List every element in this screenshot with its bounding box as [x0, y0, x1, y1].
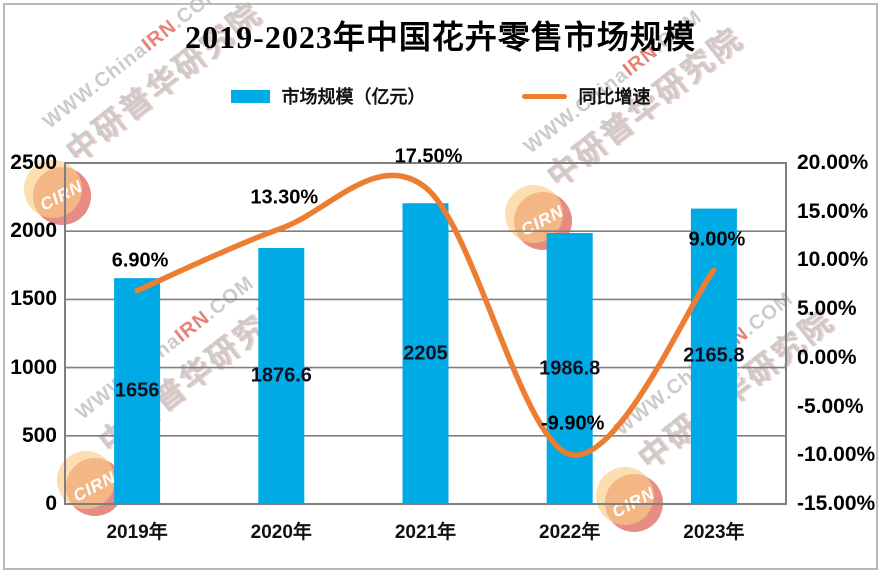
x-axis-label: 2021年 [394, 522, 457, 543]
x-axis-label: 2023年 [683, 522, 745, 543]
axis-tick-left: 1500 [10, 287, 57, 311]
line-value-label: 6.90% [111, 249, 169, 272]
axis-tick-right: 10.00% [797, 248, 869, 272]
bar-value-label: 1876.6 [250, 364, 312, 387]
bar-value-label: 1656 [114, 379, 160, 402]
bar-value-label: 2165.8 [683, 344, 745, 367]
legend-bar-swatch-icon [230, 89, 270, 103]
x-axis-label: 2019年 [106, 522, 168, 543]
axis-tick-left: 2500 [10, 151, 57, 174]
axis-tick-right: -5.00% [797, 394, 864, 418]
legend-bar-label: 市场规模（亿元） [281, 87, 426, 107]
chart-title: 2019-2023年中国花卉零售市场规模 [185, 19, 696, 55]
line-value-label: 13.30% [250, 186, 319, 209]
axis-tick-right: 0.00% [797, 345, 857, 369]
bar-value-label: 2205 [403, 342, 448, 365]
legend-item-market-size: 市场规模（亿元） [230, 83, 426, 109]
axis-tick-right: 20.00% [797, 151, 869, 174]
line-value-label: -9.90% [541, 412, 605, 435]
line-value-label: 9.00% [688, 228, 746, 251]
axis-tick-right: -15.00% [797, 492, 876, 515]
axis-tick-right: -10.00% [797, 443, 876, 467]
legend-line-label: 同比增速 [578, 87, 651, 107]
x-axis-label: 2022年 [539, 522, 601, 543]
bar-value-label: 1986.8 [539, 357, 601, 379]
x-axis-label: 2020年 [250, 522, 312, 543]
axis-tick-left: 2000 [10, 219, 57, 243]
axis-tick-right: 15.00% [797, 199, 869, 223]
axis-tick-right: 5.00% [797, 297, 857, 321]
axis-tick-left: 500 [21, 423, 57, 447]
legend-line-swatch-icon [521, 93, 567, 99]
axis-tick-left: 0 [45, 492, 57, 515]
legend: 市场规模（亿元） 同比增速 [0, 83, 881, 109]
axis-tick-left: 1000 [10, 355, 57, 379]
legend-item-growth-rate: 同比增速 [521, 83, 651, 109]
line-value-label: 17.50% [394, 145, 463, 168]
